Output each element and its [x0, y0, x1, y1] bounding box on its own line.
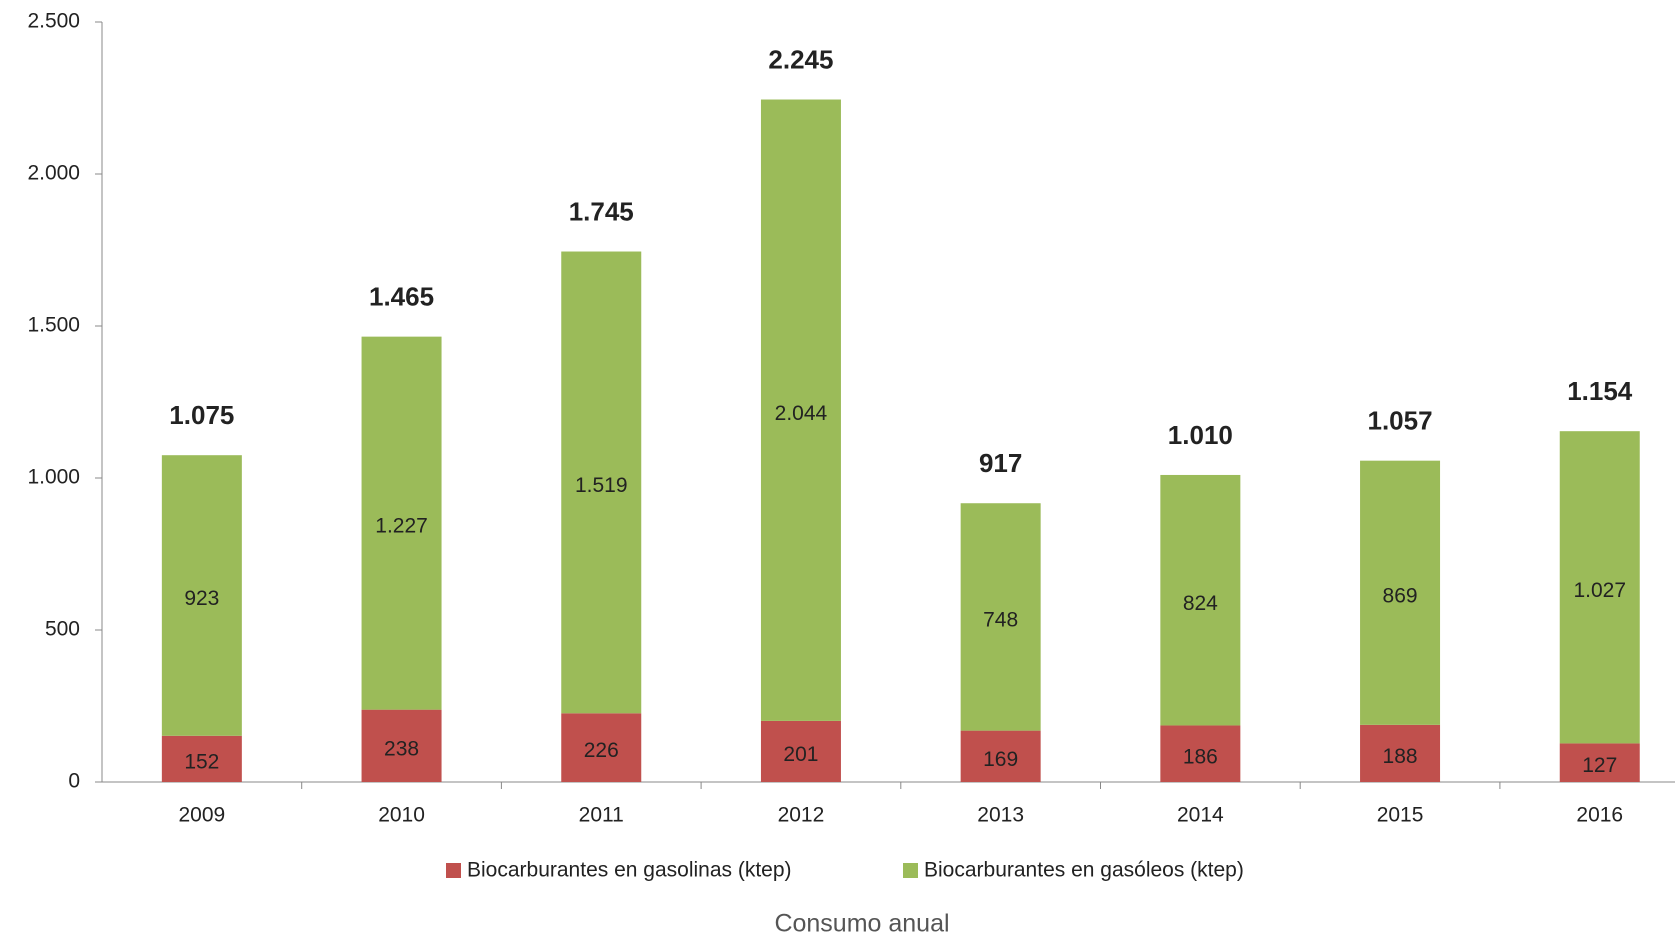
total-label: 2.245: [768, 44, 833, 74]
bar-label: 152: [184, 750, 219, 773]
bar-label: 748: [983, 608, 1018, 631]
bar-label: 238: [384, 737, 419, 760]
chart-title: Consumo anual: [774, 910, 949, 938]
y-tick-label: 2.000: [27, 162, 80, 185]
x-tick-label: 2016: [1576, 804, 1623, 827]
total-label: 1.010: [1168, 420, 1233, 450]
bar-label: 1.519: [575, 474, 628, 497]
y-tick-label: 0: [68, 770, 80, 793]
bar-label: 1.227: [375, 515, 428, 538]
x-tick-label: 2015: [1377, 804, 1424, 827]
bar-segment: [1360, 724, 1441, 782]
x-tick-label: 2010: [378, 804, 425, 827]
legend-label: Biocarburantes en gasóleos (ktep): [924, 859, 1244, 882]
bar-label: 1.027: [1573, 579, 1626, 602]
bar-segment: [561, 251, 642, 714]
bar-segment: [361, 709, 442, 782]
bar-label: 923: [184, 587, 219, 610]
bar-segment: [1559, 431, 1640, 744]
bar-segment: [161, 735, 242, 782]
y-tick-label: 2.500: [27, 10, 80, 33]
bar-segment: [760, 99, 841, 721]
bar-label: 2.044: [775, 402, 828, 425]
legend-label: Biocarburantes en gasolinas (ktep): [467, 859, 792, 882]
bar-segment: [760, 720, 841, 782]
legend-swatch: [446, 863, 461, 878]
total-label: 1.465: [369, 282, 434, 312]
bar-segment: [361, 336, 442, 710]
x-tick-label: 2009: [178, 804, 225, 827]
total-label: 1.154: [1567, 376, 1633, 406]
bar-label: 824: [1183, 592, 1218, 615]
bar-label: 127: [1582, 754, 1617, 777]
y-tick-label: 1.500: [27, 314, 80, 337]
x-tick-label: 2012: [778, 804, 825, 827]
bar-label: 869: [1383, 584, 1418, 607]
bar-label: 186: [1183, 745, 1218, 768]
bar-segment: [1160, 474, 1241, 726]
total-label: 1.745: [569, 196, 634, 226]
bar-segment: [1360, 460, 1441, 725]
x-tick-label: 2014: [1177, 804, 1224, 827]
total-label: 1.057: [1368, 406, 1433, 436]
bar-segment: [960, 503, 1041, 731]
legend-swatch: [903, 863, 918, 878]
total-label: 1.075: [169, 400, 234, 430]
y-tick-label: 500: [45, 618, 80, 641]
bar-label: 226: [584, 739, 619, 762]
bar-segment: [561, 713, 642, 782]
bar-label: 169: [983, 748, 1018, 771]
bar-label: 201: [783, 743, 818, 766]
bar-segment: [161, 455, 242, 736]
bar-segment: [1559, 743, 1640, 782]
bar-segment: [960, 730, 1041, 782]
bar-segment: [1160, 725, 1241, 782]
y-tick-label: 1.000: [27, 466, 80, 489]
bar-label: 188: [1383, 745, 1418, 768]
x-tick-label: 2011: [579, 804, 624, 827]
total-label: 917: [979, 448, 1022, 478]
x-tick-label: 2013: [977, 804, 1024, 827]
